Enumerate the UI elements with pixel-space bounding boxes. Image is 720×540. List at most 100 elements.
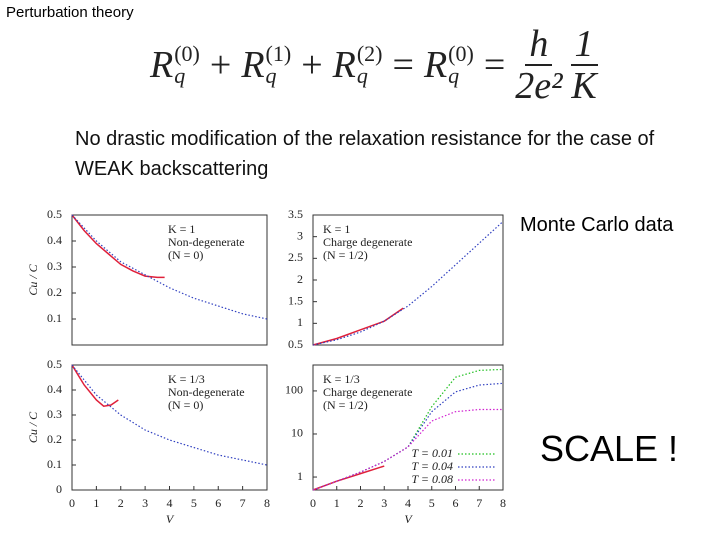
formula-term: R (0) q: [424, 43, 474, 87]
y-tick-label: 0.2: [47, 285, 62, 299]
y-tick-label: 10: [291, 426, 303, 440]
x-tick-label: 8: [264, 496, 270, 510]
y-tick-label: 1: [297, 469, 303, 483]
term-sub: q: [174, 63, 186, 88]
term-sup: (1): [265, 41, 292, 66]
x-tick-label: 3: [142, 496, 148, 510]
term-base: R: [332, 44, 356, 86]
data-line: [71, 364, 119, 408]
annotation: K = 1: [323, 222, 350, 236]
y-tick-label: 0.5: [47, 207, 62, 221]
formula-term: R (1) q: [241, 43, 291, 87]
y-tick-label: 0: [56, 482, 62, 496]
x-tick-label: 7: [476, 496, 482, 510]
x-tick-label: 7: [240, 496, 246, 510]
operator: +: [209, 44, 232, 86]
term-sub: q: [265, 63, 277, 88]
annotation: (N = 1/2): [323, 248, 368, 262]
x-axis-label: V: [404, 512, 413, 526]
term-sup: (0): [448, 41, 474, 66]
fraction: h 2e²: [515, 24, 562, 106]
data-line: [71, 214, 165, 279]
term-sup: (2): [356, 41, 383, 66]
slide-header: Perturbation theory: [6, 4, 134, 21]
y-tick-label: 0.4: [47, 382, 62, 396]
numerator: 1: [570, 24, 598, 66]
x-tick-label: 6: [453, 496, 459, 510]
plot-frame: [71, 214, 268, 346]
y-tick-label: 0.5: [288, 337, 303, 351]
data-line: [312, 465, 385, 491]
x-tick-label: 2: [358, 496, 364, 510]
term-base: R: [150, 44, 174, 86]
term-base: R: [241, 44, 265, 86]
y-tick-label: 0.3: [47, 259, 62, 273]
legend-label: T = 0.08: [411, 472, 453, 486]
numerator: h: [525, 24, 553, 66]
y-tick-label: 3: [297, 228, 303, 242]
annotation: (N = 0): [168, 398, 203, 412]
annotation: (N = 0): [168, 248, 203, 262]
x-tick-label: 3: [381, 496, 387, 510]
y-tick-label: 0.5: [47, 357, 62, 371]
x-tick-label: 2: [118, 496, 124, 510]
y-tick-label: 1.5: [288, 293, 303, 307]
term-sub: q: [356, 63, 368, 88]
data-line: [312, 408, 503, 491]
y-tick-label: 2.5: [288, 250, 303, 264]
annotation: Charge degenerate: [323, 385, 412, 399]
y-axis-label: Cu / C: [26, 411, 40, 443]
legend-label: T = 0.04: [411, 459, 453, 473]
note: Monte Carlo data: [520, 214, 674, 236]
y-tick-label: 1: [297, 315, 303, 329]
x-tick-label: 8: [500, 496, 506, 510]
term-sup: (0): [174, 41, 200, 66]
annotation: K = 1/3: [168, 372, 205, 386]
x-tick-label: 6: [215, 496, 221, 510]
annotation: (N = 1/2): [323, 398, 368, 412]
data-line: [312, 221, 504, 346]
y-tick-label: 0.3: [47, 407, 62, 421]
operator: +: [301, 44, 323, 86]
x-tick-label: 5: [429, 496, 435, 510]
y-axis-label: Cu / C: [26, 263, 40, 295]
x-tick-label: 5: [191, 496, 197, 510]
x-tick-label: 1: [93, 496, 99, 510]
x-axis-label: V: [166, 512, 175, 526]
formula-term: R (2) q: [333, 43, 383, 87]
formula-term: R (0) q: [150, 43, 200, 87]
y-tick-label: 0.4: [47, 233, 62, 247]
x-tick-label: 4: [405, 496, 411, 510]
y-tick-label: 2: [297, 272, 303, 286]
y-tick-label: 3.5: [288, 207, 303, 221]
y-tick-label: 0.1: [47, 457, 62, 471]
denominator: K: [571, 65, 597, 107]
x-tick-label: 0: [69, 496, 75, 510]
annotation: K = 1: [168, 222, 195, 236]
data-line: [71, 364, 268, 466]
denominator: 2e²: [515, 65, 563, 107]
term-sub: q: [448, 63, 460, 88]
term-base: R: [423, 44, 448, 86]
y-tick-label: 0.1: [47, 311, 62, 325]
x-tick-label: 1: [334, 496, 340, 510]
operator: =: [392, 44, 414, 86]
callout: SCALE !: [540, 428, 679, 469]
statement: No drastic modification of the relaxatio…: [75, 128, 655, 180]
annotation: Non-degenerate: [168, 385, 245, 399]
y-tick-label: 0.2: [47, 432, 62, 446]
annotation: Charge degenerate: [323, 235, 412, 249]
operator: =: [483, 44, 506, 86]
x-tick-label: 0: [310, 496, 316, 510]
x-tick-label: 4: [167, 496, 173, 510]
legend-label: T = 0.01: [411, 446, 453, 460]
data-line: [71, 214, 268, 320]
data-line: [312, 307, 404, 346]
y-tick-label: 100: [285, 383, 303, 397]
annotation: K = 1/3: [323, 372, 360, 386]
annotation: Non-degenerate: [168, 235, 245, 249]
